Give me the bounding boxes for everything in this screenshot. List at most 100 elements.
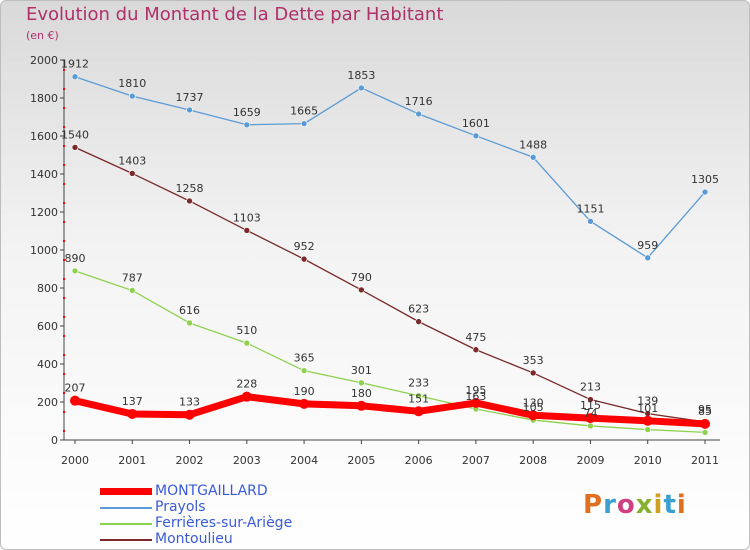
- data-point: [186, 106, 193, 114]
- data-label: 1737: [176, 91, 204, 104]
- x-tick-label: 2002: [176, 454, 204, 467]
- data-label: 1601: [462, 117, 490, 130]
- data-label: 787: [122, 271, 143, 284]
- series-line-montgaillard: [71, 393, 709, 428]
- x-tick-label: 2003: [233, 454, 261, 467]
- data-point: [186, 197, 193, 205]
- data-point: [356, 400, 367, 411]
- logo-letter: x: [635, 490, 654, 520]
- logo-letter: i: [676, 490, 687, 520]
- data-point: [470, 397, 481, 408]
- data-label: 130: [523, 396, 544, 409]
- data-label: 180: [351, 387, 372, 400]
- x-tick-label: 2009: [576, 454, 604, 467]
- data-label: 85: [698, 405, 712, 418]
- logo-letter: P: [583, 490, 604, 520]
- data-point: [529, 153, 537, 161]
- data-label: 1258: [176, 182, 204, 195]
- data-point: [243, 339, 251, 347]
- data-label: 952: [294, 240, 315, 253]
- data-label: 74: [583, 407, 597, 420]
- data-point: [644, 254, 652, 262]
- data-label: 1305: [691, 173, 719, 186]
- x-tick-label: 2005: [347, 454, 375, 467]
- data-label: 105: [523, 401, 544, 414]
- data-label: 133: [179, 396, 200, 409]
- data-label: 233: [408, 377, 429, 390]
- data-label: 213: [580, 381, 601, 394]
- x-tick-label: 2010: [634, 454, 662, 467]
- data-point: [587, 396, 594, 403]
- proxiti-logo: Proxiti: [583, 490, 687, 520]
- data-label: 1540: [61, 128, 89, 141]
- series-line-prayols: [74, 76, 706, 259]
- data-point: [415, 392, 422, 400]
- x-tick-label: 2011: [691, 454, 719, 467]
- data-point: [243, 121, 251, 129]
- data-label: 195: [465, 384, 486, 397]
- data-label: 207: [65, 382, 86, 395]
- data-label: 1810: [118, 77, 146, 90]
- data-label: 301: [351, 364, 372, 377]
- data-point: [186, 319, 193, 327]
- data-label: 1853: [347, 69, 375, 82]
- y-tick-label: 1800: [30, 92, 58, 105]
- y-tick-label: 2000: [30, 54, 58, 67]
- data-point: [585, 413, 596, 424]
- x-tick-label: 2001: [118, 454, 146, 467]
- data-point: [358, 286, 365, 294]
- legend-label: Montoulieu: [155, 531, 233, 547]
- series-line-ferri-res-sur-ari-ge: [74, 270, 706, 434]
- data-point: [71, 144, 79, 151]
- logo-letter: o: [616, 490, 636, 520]
- data-label: 1151: [576, 202, 604, 215]
- y-tick-label: 1400: [30, 168, 58, 181]
- legend-swatch: [100, 507, 152, 509]
- data-label: 353: [523, 354, 544, 367]
- data-label: 475: [465, 331, 486, 344]
- data-point: [415, 110, 422, 118]
- logo-letter: i: [653, 490, 664, 520]
- data-point: [71, 267, 79, 275]
- data-label: 616: [179, 304, 200, 317]
- data-point: [529, 369, 537, 377]
- data-label: 890: [65, 252, 86, 265]
- data-label: 139: [637, 395, 658, 408]
- data-point: [587, 218, 594, 225]
- chart-title: Evolution du Montant de la Dette par Hab…: [26, 4, 444, 25]
- y-tick-label: 1600: [30, 130, 58, 143]
- data-point: [358, 379, 365, 387]
- y-tick-label: 0: [51, 434, 58, 447]
- data-label: 190: [294, 385, 315, 398]
- data-label: 1403: [118, 154, 146, 167]
- data-point: [300, 255, 308, 263]
- data-label: 1716: [405, 95, 433, 108]
- data-point: [642, 415, 653, 426]
- data-point: [71, 73, 79, 81]
- data-label: 510: [236, 324, 257, 337]
- y-tick-label: 600: [37, 320, 58, 333]
- data-label: 151: [408, 392, 429, 405]
- data-point: [415, 318, 422, 325]
- data-label: 95: [698, 403, 712, 416]
- data-label: 1103: [233, 211, 261, 224]
- y-tick-label: 200: [37, 396, 58, 409]
- data-point: [127, 408, 138, 419]
- y-tick-label: 400: [37, 358, 58, 371]
- data-point: [128, 170, 136, 177]
- data-point: [701, 188, 709, 196]
- data-point: [472, 346, 480, 354]
- data-label: 1659: [233, 106, 261, 119]
- data-label: 228: [236, 378, 257, 391]
- data-point: [243, 227, 251, 234]
- data-point: [241, 391, 252, 402]
- legend-label: Ferrières-sur-Ariège: [155, 515, 293, 531]
- data-point: [472, 132, 480, 140]
- data-label: 790: [351, 271, 372, 284]
- data-point: [128, 92, 136, 100]
- data-label: 1912: [61, 58, 89, 71]
- data-label: 163: [465, 390, 486, 403]
- y-tick-label: 1000: [30, 244, 58, 257]
